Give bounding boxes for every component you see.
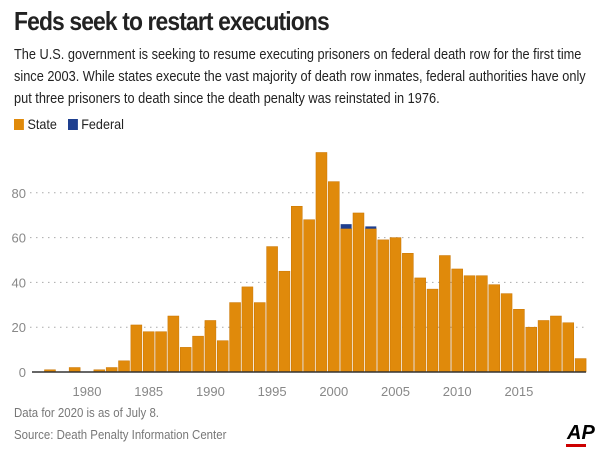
x-tick-label: 1990 bbox=[196, 384, 225, 399]
bar-state-1997 bbox=[291, 205, 303, 373]
data-note: Data for 2020 is as of July 8. bbox=[14, 405, 159, 420]
bar-federal-2001 bbox=[340, 224, 352, 229]
bar-state-1989 bbox=[192, 335, 204, 373]
bar-state-2013 bbox=[488, 284, 500, 373]
source-note: Source: Death Penalty Information Center bbox=[14, 427, 227, 442]
x-tick-label: 1985 bbox=[134, 384, 163, 399]
bar-state-1990 bbox=[204, 320, 217, 373]
bar-state-1991 bbox=[216, 340, 229, 373]
chart-title: Feds seek to restart executions bbox=[14, 6, 330, 36]
bar-state-1987 bbox=[167, 315, 180, 373]
bar-state-1996 bbox=[278, 270, 291, 373]
bar-state-2016 bbox=[525, 326, 537, 373]
bar-state-2019 bbox=[562, 322, 575, 373]
bar-state-2015 bbox=[513, 309, 525, 373]
bar-state-1986 bbox=[155, 331, 167, 373]
bar-state-2018 bbox=[550, 315, 562, 373]
bar-state-2009 bbox=[439, 255, 451, 373]
bar-state-1995 bbox=[266, 246, 278, 373]
bar-state-2010 bbox=[451, 268, 463, 373]
legend-item-state: State bbox=[14, 116, 57, 132]
chart-subtitle: The U.S. government is seeking to resume… bbox=[14, 47, 586, 107]
ap-logo-underline bbox=[566, 444, 586, 447]
legend-item-federal: Federal bbox=[67, 116, 124, 132]
legend-swatch-state bbox=[14, 118, 24, 130]
y-tick-label: 20 bbox=[12, 320, 26, 335]
x-tick-label: 2015 bbox=[504, 384, 533, 399]
bar-state-2003 bbox=[365, 228, 377, 373]
bar-state-1984 bbox=[130, 324, 143, 373]
y-tick-label: 0 bbox=[19, 365, 26, 380]
bar-state-1999 bbox=[315, 152, 328, 373]
legend-swatch-federal bbox=[67, 118, 78, 130]
bar-state-2006 bbox=[402, 253, 414, 373]
bar-state-1994 bbox=[254, 302, 266, 373]
x-tick-label: 2005 bbox=[381, 384, 410, 399]
bar-state-2017 bbox=[537, 320, 550, 373]
bar-state-2020 bbox=[574, 358, 587, 373]
bar-state-1998 bbox=[303, 219, 315, 373]
y-tick-label: 40 bbox=[12, 275, 26, 290]
x-tick-label: 2000 bbox=[319, 384, 348, 399]
x-tick-label: 1995 bbox=[258, 384, 287, 399]
x-tick-label: 2010 bbox=[443, 384, 472, 399]
bar-state-2011 bbox=[463, 275, 476, 373]
ap-logo: AP bbox=[567, 422, 595, 444]
y-tick-label: 60 bbox=[12, 231, 26, 246]
bar-state-1992 bbox=[229, 302, 241, 373]
bar-state-2008 bbox=[426, 288, 439, 373]
legend-label-federal: Federal bbox=[81, 116, 124, 132]
bar-state-2001 bbox=[340, 228, 352, 373]
bar-state-2004 bbox=[377, 239, 389, 373]
bar-federal-2003 bbox=[365, 226, 377, 229]
bar-state-2005 bbox=[389, 237, 402, 373]
y-tick-label: 80 bbox=[12, 186, 26, 201]
legend-label-state: State bbox=[27, 116, 57, 132]
bar-state-2012 bbox=[476, 275, 488, 373]
bar-state-2000 bbox=[328, 181, 340, 373]
bar-state-2007 bbox=[414, 277, 426, 373]
bar-state-2002 bbox=[352, 212, 365, 373]
bar-state-1988 bbox=[179, 347, 192, 373]
bar-state-1983 bbox=[118, 360, 130, 373]
bar-state-1993 bbox=[241, 286, 254, 373]
bar-state-2014 bbox=[500, 293, 513, 373]
legend: State Federal bbox=[14, 116, 124, 132]
bar-state-1985 bbox=[142, 331, 155, 373]
x-tick-label: 1980 bbox=[73, 384, 102, 399]
